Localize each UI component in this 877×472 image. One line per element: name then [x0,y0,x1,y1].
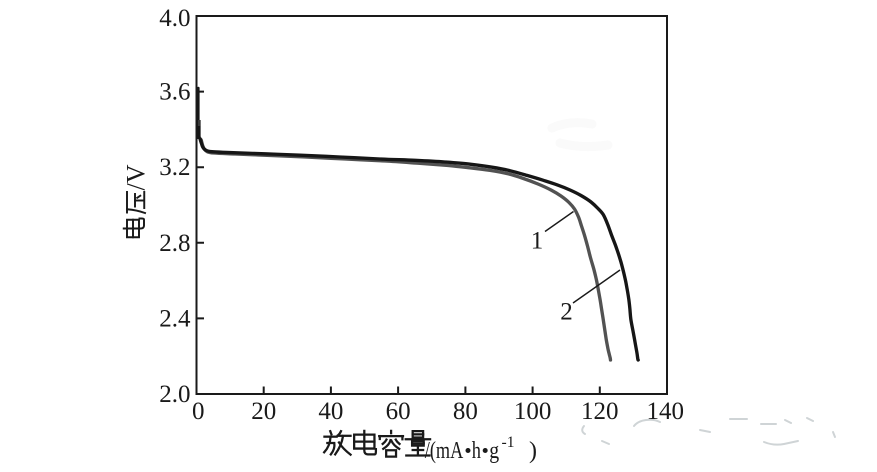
svg-text:/V: /V [122,164,151,190]
svg-text:60: 60 [386,398,411,425]
svg-text:2: 2 [560,299,573,326]
svg-text:): ) [529,438,537,464]
svg-text:120: 120 [581,398,619,425]
svg-text:20: 20 [251,398,276,425]
svg-text:100: 100 [514,398,552,425]
svg-text:1: 1 [531,228,544,255]
svg-text:140: 140 [647,398,685,425]
svg-text:h: h [472,438,481,464]
svg-text:2.8: 2.8 [159,230,190,257]
svg-text:/(mA: /(mA [425,438,464,464]
svg-text:2.0: 2.0 [159,381,190,408]
svg-text:3.2: 3.2 [159,154,190,181]
svg-text:g: g [489,438,499,464]
svg-text:3.6: 3.6 [159,79,190,106]
svg-text:4.0: 4.0 [159,5,190,32]
svg-text:2.4: 2.4 [159,305,191,332]
svg-text:80: 80 [453,398,478,425]
svg-text:-1: -1 [502,434,515,451]
svg-text:0: 0 [192,398,205,425]
svg-text:40: 40 [318,398,343,425]
